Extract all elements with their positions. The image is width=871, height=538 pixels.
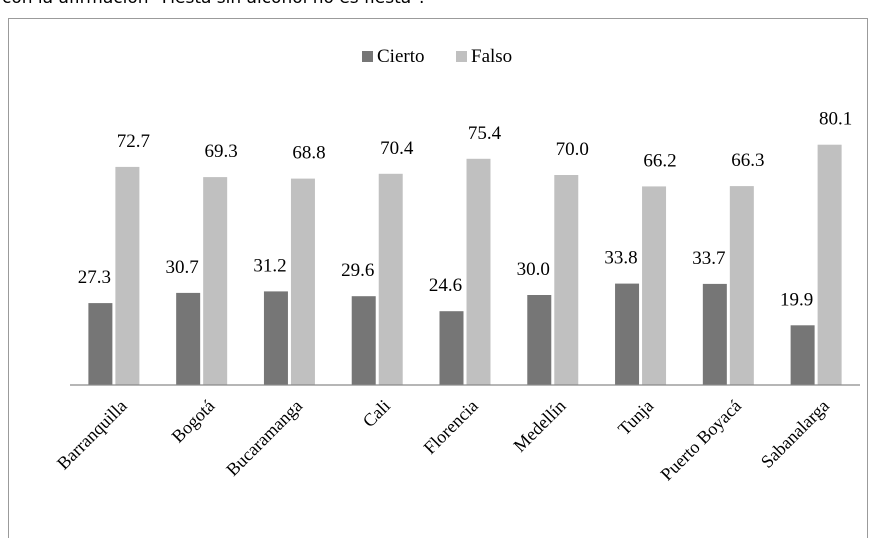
value-label-cierto-3: 29.6 bbox=[341, 260, 374, 281]
category-label-0: Barranquilla bbox=[53, 396, 131, 474]
bar-cierto-5 bbox=[527, 295, 552, 385]
category-label-4: Florencia bbox=[420, 396, 482, 458]
chart-frame bbox=[8, 18, 868, 538]
bar-cierto-4 bbox=[439, 311, 464, 385]
legend-label-falso: Falso bbox=[471, 46, 512, 67]
legend: Cierto Falso bbox=[362, 46, 512, 67]
value-label-falso-8: 80.1 bbox=[819, 109, 852, 130]
legend-swatch-cierto bbox=[362, 51, 373, 62]
bar-cierto-7 bbox=[702, 283, 727, 385]
bar-falso-4 bbox=[466, 158, 491, 385]
value-labels-group: 27.3 72.7 30.7 69.3 31.2 68.8 29.6 70.4 24.6 75.4… bbox=[78, 109, 852, 311]
bar-cierto-8 bbox=[790, 325, 815, 385]
figure-caption: con la afirmación "Fiesta sin alcohol no… bbox=[2, 0, 424, 8]
value-label-falso-0: 72.7 bbox=[117, 131, 150, 152]
value-label-cierto-4: 24.6 bbox=[429, 275, 462, 296]
value-label-falso-2: 68.8 bbox=[292, 143, 325, 164]
bar-falso-2 bbox=[290, 178, 315, 385]
value-label-falso-7: 66.3 bbox=[731, 150, 764, 171]
bar-cierto-6 bbox=[615, 283, 640, 385]
bar-cierto-0 bbox=[88, 303, 113, 385]
category-label-2: Bucaramanga bbox=[222, 396, 306, 480]
category-label-8: Sabanalarga bbox=[757, 396, 833, 472]
value-label-cierto-7: 33.7 bbox=[692, 248, 725, 269]
category-label-7: Puerto Boyacá bbox=[656, 396, 745, 485]
legend-swatch-falso bbox=[456, 51, 467, 62]
category-label-3: Cali bbox=[359, 396, 394, 431]
value-label-cierto-0: 27.3 bbox=[78, 267, 111, 288]
value-label-falso-5: 70.0 bbox=[556, 139, 589, 160]
bar-falso-1 bbox=[203, 177, 228, 385]
legend-label-cierto: Cierto bbox=[377, 46, 425, 67]
value-label-cierto-5: 30.0 bbox=[517, 259, 550, 280]
category-label-6: Tunja bbox=[614, 396, 657, 439]
bar-cierto-2 bbox=[263, 291, 288, 385]
value-label-falso-3: 70.4 bbox=[380, 138, 414, 159]
value-label-falso-4: 75.4 bbox=[468, 123, 502, 144]
value-label-falso-1: 69.3 bbox=[205, 141, 238, 162]
value-label-falso-6: 66.2 bbox=[643, 150, 676, 171]
bar-falso-6 bbox=[642, 186, 667, 385]
bar-falso-7 bbox=[729, 186, 754, 385]
category-labels-group: Barranquilla Bogotá Bucaramanga Cali Florenc… bbox=[53, 396, 833, 485]
bar-falso-5 bbox=[554, 175, 579, 385]
value-label-cierto-1: 30.7 bbox=[166, 257, 199, 278]
bar-cierto-3 bbox=[351, 296, 376, 385]
bar-falso-0 bbox=[115, 166, 140, 385]
category-label-5: Medellín bbox=[510, 396, 570, 456]
value-label-cierto-2: 31.2 bbox=[253, 255, 286, 276]
bar-falso-3 bbox=[378, 173, 403, 385]
bar-falso-8 bbox=[817, 144, 842, 385]
value-label-cierto-6: 33.8 bbox=[604, 248, 637, 269]
bar-cierto-1 bbox=[176, 292, 201, 385]
category-label-1: Bogotá bbox=[168, 396, 219, 447]
value-label-cierto-8: 19.9 bbox=[780, 289, 813, 310]
bars-group bbox=[88, 144, 842, 385]
